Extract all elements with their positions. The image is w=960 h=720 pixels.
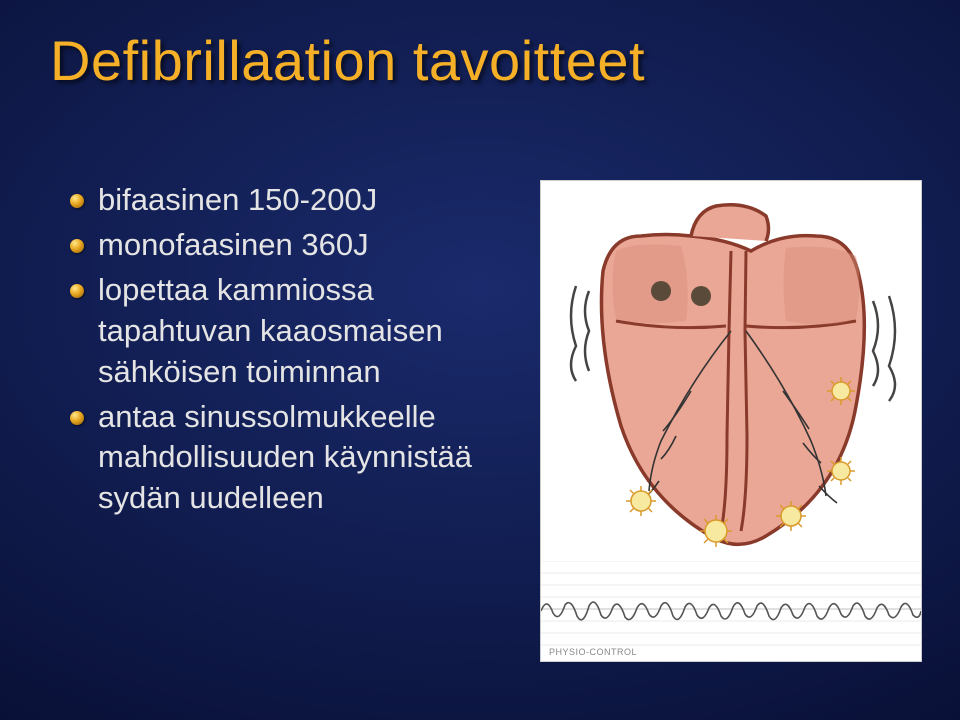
ecg-grid bbox=[541, 561, 921, 645]
heart-shade bbox=[784, 247, 860, 325]
radiate-right-icon bbox=[873, 296, 895, 401]
heart-figure: PHYSIO-CONTROL bbox=[540, 180, 922, 662]
bullet-text: bifaasinen 150-200J bbox=[98, 180, 510, 221]
ecg-trace bbox=[541, 602, 921, 620]
bullet-dot-icon bbox=[70, 411, 84, 425]
radiate-left-icon bbox=[571, 286, 589, 381]
heart-vessel bbox=[691, 205, 769, 241]
bullet-dot-icon bbox=[70, 239, 84, 253]
heart-svg bbox=[541, 181, 921, 561]
ecg-brand-label: PHYSIO-CONTROL bbox=[549, 647, 637, 657]
heart-node-icon bbox=[691, 286, 711, 306]
bullet-item: monofaasinen 360J bbox=[70, 225, 510, 266]
bullet-text: antaa sinussolmukkeelle mahdollisuuden k… bbox=[98, 397, 510, 520]
bullet-dot-icon bbox=[70, 284, 84, 298]
heart-node-icon bbox=[651, 281, 671, 301]
ecg-svg bbox=[541, 561, 921, 661]
bullet-text: lopettaa kammiossa tapahtuvan kaaosmaise… bbox=[98, 270, 510, 393]
bullet-item: lopettaa kammiossa tapahtuvan kaaosmaise… bbox=[70, 270, 510, 393]
slide-title: Defibrillaation tavoitteet bbox=[50, 28, 645, 93]
bullet-text: monofaasinen 360J bbox=[98, 225, 510, 266]
heart-shade bbox=[613, 244, 688, 323]
bullet-item: bifaasinen 150-200J bbox=[70, 180, 510, 221]
bullet-dot-icon bbox=[70, 194, 84, 208]
bullet-item: antaa sinussolmukkeelle mahdollisuuden k… bbox=[70, 397, 510, 520]
bullet-list: bifaasinen 150-200J monofaasinen 360J lo… bbox=[70, 180, 510, 523]
ecg-strip: PHYSIO-CONTROL bbox=[541, 561, 921, 661]
heart-diagram bbox=[541, 181, 921, 561]
